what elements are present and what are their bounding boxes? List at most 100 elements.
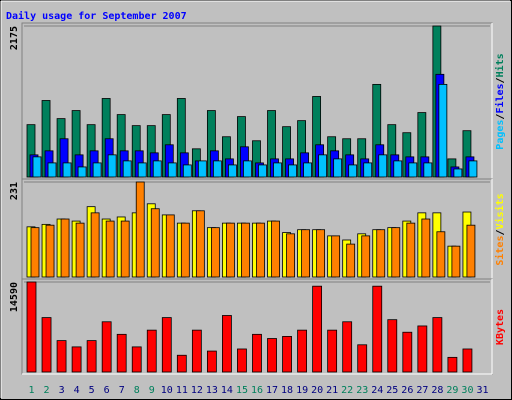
bar xyxy=(161,317,172,373)
x-tick-label: 12 xyxy=(191,385,203,396)
bar xyxy=(318,154,328,178)
bar xyxy=(346,243,356,278)
bar xyxy=(417,325,428,373)
x-tick-label: 8 xyxy=(134,385,140,396)
bar xyxy=(92,162,102,178)
bar xyxy=(282,336,292,373)
bar xyxy=(243,160,252,178)
bar xyxy=(316,229,326,278)
x-tick-label: 20 xyxy=(311,385,323,396)
bar xyxy=(56,340,67,373)
bar xyxy=(241,222,250,278)
x-tick-label: 24 xyxy=(371,385,383,396)
bar xyxy=(331,235,341,278)
bar xyxy=(62,162,72,178)
bar xyxy=(393,160,403,178)
x-tick-label: 11 xyxy=(176,385,188,396)
bar xyxy=(288,164,297,178)
bar xyxy=(451,245,461,278)
legend-entry: Visits xyxy=(494,193,506,229)
legend-separator: / xyxy=(495,77,506,83)
legend-separator: / xyxy=(495,229,506,235)
bar xyxy=(333,158,343,178)
bar xyxy=(226,222,235,278)
bar xyxy=(462,348,473,373)
x-tick-label: 9 xyxy=(149,385,155,396)
bar xyxy=(361,235,371,278)
x-tick-label: 28 xyxy=(431,385,443,396)
x-tick-label: 14 xyxy=(221,385,233,396)
bar xyxy=(182,164,192,178)
x-tick-label: 4 xyxy=(74,385,80,396)
x-tick-label: 3 xyxy=(59,385,65,396)
bar xyxy=(206,350,217,373)
bar xyxy=(342,321,353,373)
x-tick-label: 22 xyxy=(341,385,353,396)
bar xyxy=(107,154,117,178)
bar xyxy=(271,220,280,278)
bar xyxy=(180,222,190,278)
legend: KBytes xyxy=(495,309,506,345)
x-tick-label: 7 xyxy=(119,385,125,396)
x-tick-label: 6 xyxy=(104,385,110,396)
x-tick-label: 23 xyxy=(356,385,368,396)
x-tick-label: 13 xyxy=(206,385,218,396)
bar xyxy=(436,231,446,278)
bar xyxy=(252,333,262,373)
x-tick-label: 10 xyxy=(161,385,173,396)
bar xyxy=(363,162,373,178)
bar xyxy=(167,162,177,178)
x-tick-label: 15 xyxy=(236,385,248,396)
bar xyxy=(165,214,175,278)
bar xyxy=(421,218,431,278)
bar xyxy=(468,160,478,178)
bar xyxy=(60,218,70,278)
bar xyxy=(432,317,443,373)
bar xyxy=(101,321,112,373)
bar xyxy=(222,315,232,373)
y-tick-label: 2175 xyxy=(9,26,20,50)
bar xyxy=(120,220,130,278)
bar xyxy=(197,160,207,178)
legend-entry: Sites xyxy=(494,236,506,266)
bar xyxy=(176,354,187,373)
x-tick-label: 21 xyxy=(326,385,338,396)
legend: Sites/Visits xyxy=(494,193,506,265)
bar xyxy=(357,344,368,373)
x-tick-label: 26 xyxy=(401,385,413,396)
bar xyxy=(378,154,388,178)
bar xyxy=(86,340,97,373)
bar xyxy=(77,166,87,178)
bar xyxy=(116,333,127,373)
bar xyxy=(408,162,418,178)
bar xyxy=(131,346,142,373)
bar xyxy=(135,181,145,278)
legend-separator: / xyxy=(495,114,506,120)
bar xyxy=(286,233,295,278)
bar xyxy=(75,222,85,278)
bar xyxy=(423,162,433,178)
x-tick-label: 1 xyxy=(29,385,35,396)
bar xyxy=(105,220,115,278)
bar xyxy=(372,285,383,373)
bar xyxy=(228,164,237,178)
x-tick-label: 19 xyxy=(296,385,308,396)
bar xyxy=(327,329,338,373)
bar xyxy=(348,164,358,178)
chart-title: Daily usage for September 2007 xyxy=(6,10,187,22)
bar xyxy=(45,224,55,278)
bar xyxy=(146,329,157,373)
bar xyxy=(297,329,307,373)
x-tick-label: 17 xyxy=(266,385,278,396)
bar xyxy=(47,162,57,178)
bar xyxy=(273,162,282,178)
bar xyxy=(376,229,386,278)
bar xyxy=(391,227,401,278)
bar xyxy=(267,338,277,373)
x-tick-label: 31 xyxy=(476,385,488,396)
bar xyxy=(237,348,247,373)
bar xyxy=(466,224,476,278)
bar xyxy=(212,160,222,178)
x-tick-label: 27 xyxy=(416,385,428,396)
